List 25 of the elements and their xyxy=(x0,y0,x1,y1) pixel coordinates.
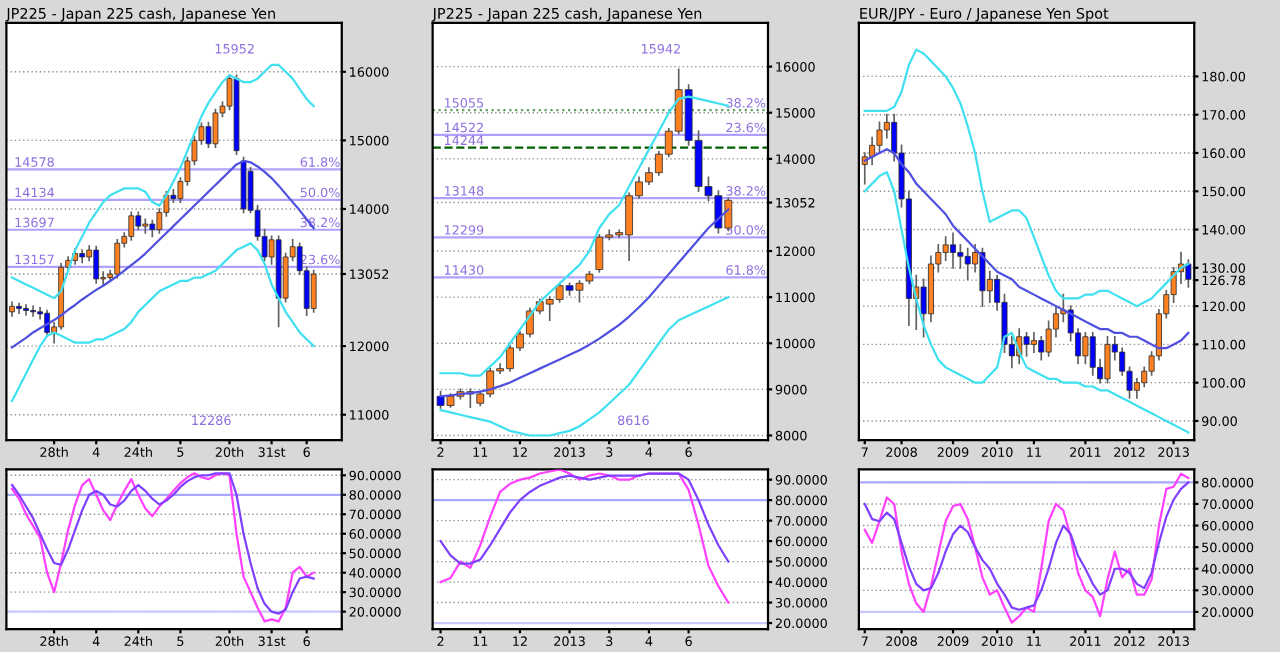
candlestick xyxy=(310,269,317,313)
line-series xyxy=(863,48,1190,308)
candlestick xyxy=(30,305,36,317)
candlestick xyxy=(1104,335,1111,384)
candlestick xyxy=(1082,332,1089,365)
candlestick xyxy=(979,247,986,307)
candlestick xyxy=(142,218,149,234)
line-series xyxy=(439,469,730,604)
line-series xyxy=(439,472,730,565)
candlestick xyxy=(1030,332,1037,353)
candlestick xyxy=(1023,332,1030,357)
candlestick xyxy=(964,247,971,281)
candlestick xyxy=(114,238,121,279)
candlestick xyxy=(23,304,29,316)
candlestick xyxy=(1089,332,1096,376)
candlestick xyxy=(950,232,957,269)
candlestick xyxy=(1185,259,1192,288)
candlestick xyxy=(1038,335,1045,361)
candlestick xyxy=(212,108,219,149)
candlestick xyxy=(93,245,100,284)
candlestick xyxy=(44,309,50,337)
candlestick xyxy=(128,211,135,241)
candlestick xyxy=(16,302,22,315)
line-series xyxy=(863,171,1190,434)
line-series xyxy=(439,296,730,437)
